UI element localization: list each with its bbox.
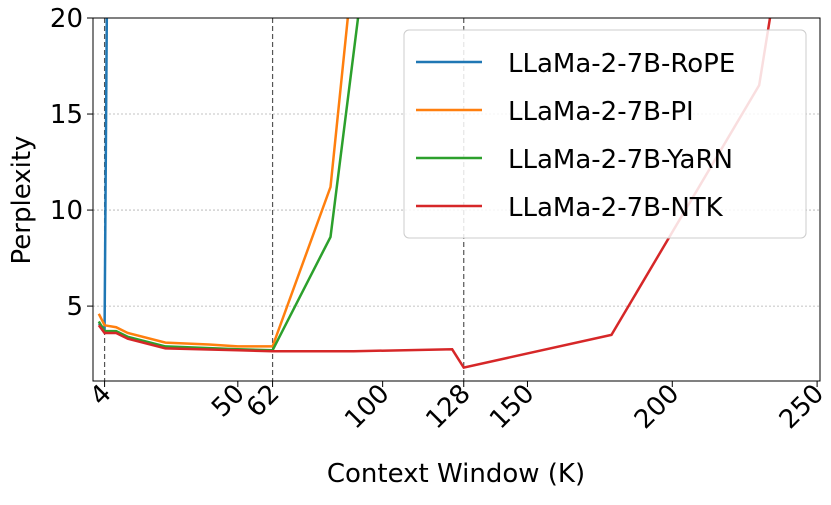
y-axis-label: Perplexity bbox=[7, 136, 37, 265]
legend-label: LLaMa-2-7B-PI bbox=[508, 97, 694, 127]
plot-area bbox=[97, 18, 772, 369]
plot-frame bbox=[92, 17, 821, 382]
y-tick-label: 10 bbox=[50, 196, 83, 226]
line bbox=[97, 18, 360, 352]
line bbox=[97, 18, 109, 333]
legend-box bbox=[403, 29, 807, 239]
line bbox=[97, 18, 772, 369]
legend-label: LLaMa-2-7B-YaRN bbox=[508, 145, 733, 175]
x-axis-label: Context Window (K) bbox=[327, 459, 585, 489]
y-tick-label: 5 bbox=[66, 292, 83, 322]
x-tick-label: 150 bbox=[484, 379, 540, 435]
x-tick-label: 200 bbox=[629, 379, 685, 435]
legend-label: LLaMa-2-7B-RoPE bbox=[508, 49, 735, 79]
x-tick-label: 4 bbox=[85, 379, 118, 412]
x-tick-label: 62 bbox=[241, 379, 286, 424]
y-tick-label: 15 bbox=[50, 100, 83, 130]
legend-label: LLaMa-2-7B-NTK bbox=[508, 193, 724, 223]
y-tick-label: 20 bbox=[50, 4, 83, 34]
line bbox=[97, 18, 350, 348]
x-tick-label: 100 bbox=[339, 379, 395, 435]
x-tick-label: 128 bbox=[420, 379, 476, 435]
x-tick-label: 250 bbox=[774, 379, 830, 435]
